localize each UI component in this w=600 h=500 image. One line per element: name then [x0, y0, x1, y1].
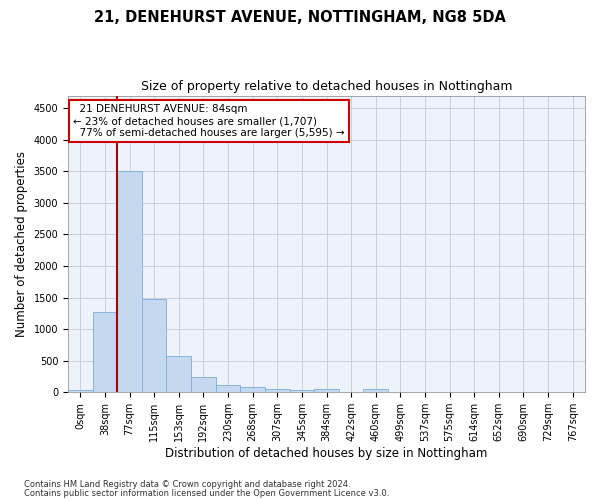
Bar	[265, 389, 290, 392]
Bar	[92, 312, 117, 392]
X-axis label: Distribution of detached houses by size in Nottingham: Distribution of detached houses by size …	[166, 447, 488, 460]
Text: 21 DENEHURST AVENUE: 84sqm
← 23% of detached houses are smaller (1,707)
  77% of: 21 DENEHURST AVENUE: 84sqm ← 23% of deta…	[73, 104, 345, 138]
Text: 21, DENEHURST AVENUE, NOTTINGHAM, NG8 5DA: 21, DENEHURST AVENUE, NOTTINGHAM, NG8 5D…	[94, 10, 506, 25]
Bar	[314, 390, 339, 392]
Bar	[364, 389, 388, 392]
Bar	[216, 385, 241, 392]
Bar	[142, 299, 166, 392]
Y-axis label: Number of detached properties: Number of detached properties	[15, 151, 28, 337]
Text: Contains public sector information licensed under the Open Government Licence v3: Contains public sector information licen…	[24, 489, 389, 498]
Text: Contains HM Land Registry data © Crown copyright and database right 2024.: Contains HM Land Registry data © Crown c…	[24, 480, 350, 489]
Bar	[241, 387, 265, 392]
Bar	[166, 356, 191, 392]
Bar	[117, 170, 142, 392]
Title: Size of property relative to detached houses in Nottingham: Size of property relative to detached ho…	[141, 80, 512, 93]
Bar	[191, 378, 216, 392]
Bar	[290, 390, 314, 392]
Bar	[68, 390, 92, 392]
